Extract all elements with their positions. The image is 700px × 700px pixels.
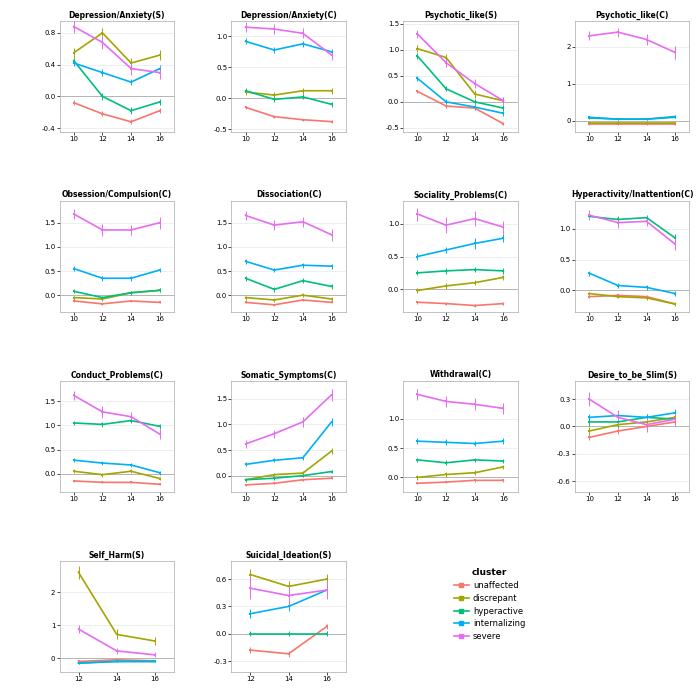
- Title: Psychotic_like(C): Psychotic_like(C): [596, 10, 669, 20]
- Title: Desire_to_be_Slim(S): Desire_to_be_Slim(S): [587, 370, 677, 379]
- Title: Obsession/Compulsion(C): Obsession/Compulsion(C): [62, 190, 172, 199]
- Title: Suicidal_Ideation(S): Suicidal_Ideation(S): [246, 550, 332, 559]
- Title: Withdrawal(C): Withdrawal(C): [429, 370, 491, 379]
- Legend: unaffected, discrepant, hyperactive, internalizing, severe: unaffected, discrepant, hyperactive, int…: [450, 565, 528, 645]
- Title: Conduct_Problems(C): Conduct_Problems(C): [70, 370, 163, 379]
- Title: Dissociation(C): Dissociation(C): [256, 190, 321, 199]
- Title: Hyperactivity/Inattention(C): Hyperactivity/Inattention(C): [571, 190, 694, 199]
- Title: Depression/Anxiety(S): Depression/Anxiety(S): [69, 10, 165, 20]
- Title: Somatic_Symptoms(C): Somatic_Symptoms(C): [240, 370, 337, 379]
- Title: Sociality_Problems(C): Sociality_Problems(C): [413, 190, 508, 199]
- Title: Depression/Anxiety(C): Depression/Anxiety(C): [240, 10, 337, 20]
- Title: Self_Harm(S): Self_Harm(S): [89, 550, 145, 559]
- Title: Psychotic_like(S): Psychotic_like(S): [424, 10, 497, 20]
